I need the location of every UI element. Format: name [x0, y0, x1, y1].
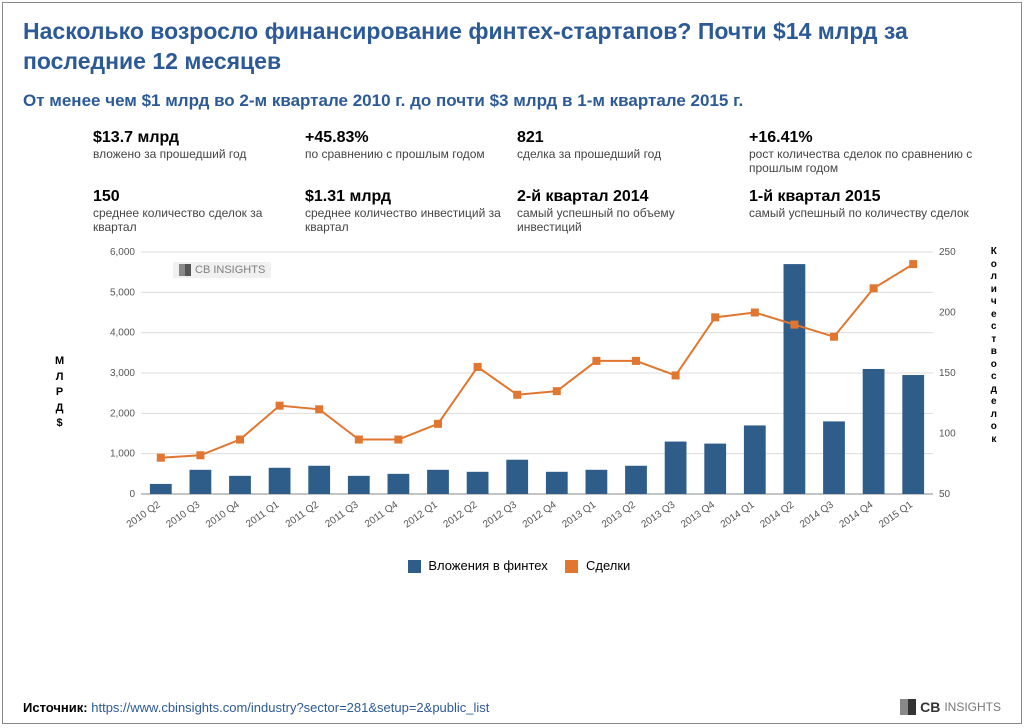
- svg-text:2013 Q3: 2013 Q3: [640, 500, 678, 531]
- stat-value: 821: [517, 129, 737, 147]
- cb-logo-main: CB: [920, 699, 940, 715]
- slide-frame: Насколько возросло финансирование финтех…: [2, 2, 1022, 724]
- stat-block: 150среднее количество сделок за квартал: [93, 188, 293, 235]
- cb-logo-sub: INSIGHTS: [944, 700, 1001, 714]
- stat-block: +45.83%по сравнению с прошлым годом: [305, 129, 505, 176]
- source-label: Источник:: [23, 700, 88, 715]
- stat-value: 2-й квартал 2014: [517, 188, 737, 206]
- svg-text:2015 Q1: 2015 Q1: [877, 500, 915, 531]
- y-left-axis-label: МЛРД $: [55, 354, 66, 431]
- svg-text:2014 Q4: 2014 Q4: [838, 500, 876, 531]
- stat-caption: среднее количество сделок за квартал: [93, 206, 293, 235]
- cb-logo: CB INSIGHTS: [900, 699, 1001, 715]
- source-link[interactable]: https://www.cbinsights.com/industry?sect…: [91, 700, 489, 715]
- svg-text:50: 50: [939, 489, 951, 500]
- svg-text:5,000: 5,000: [110, 288, 135, 299]
- stat-caption: самый успешный по количеству сделок: [749, 206, 989, 220]
- stat-caption: вложено за прошедший год: [93, 147, 293, 161]
- stat-block: 2-й квартал 2014самый успешный по объему…: [517, 188, 737, 235]
- stat-value: +16.41%: [749, 129, 989, 147]
- svg-text:2010 Q3: 2010 Q3: [164, 500, 202, 531]
- svg-text:200: 200: [939, 308, 956, 319]
- stat-value: $13.7 млрд: [93, 129, 293, 147]
- combo-chart: 0 1,000 2,000 3,000 4,000 5,000 6,000 50 100 150 2…: [93, 244, 973, 544]
- stat-block: 1-й квартал 2015самый успешный по количе…: [749, 188, 989, 235]
- y-right-axis-label: Количество сделок: [991, 246, 997, 446]
- legend-bar-label: Вложения в финтех: [428, 558, 547, 573]
- svg-text:2,000: 2,000: [110, 409, 135, 420]
- svg-text:2012 Q3: 2012 Q3: [481, 500, 519, 531]
- legend-line-swatch: [565, 560, 578, 573]
- stat-value: 1-й квартал 2015: [749, 188, 989, 206]
- cb-logo-icon: [900, 699, 916, 715]
- svg-text:2012 Q4: 2012 Q4: [521, 500, 559, 531]
- svg-text:2011 Q1: 2011 Q1: [244, 500, 281, 531]
- svg-text:2011 Q4: 2011 Q4: [363, 500, 400, 531]
- svg-text:4,000: 4,000: [110, 328, 135, 339]
- svg-text:150: 150: [939, 368, 956, 379]
- svg-text:2014 Q1: 2014 Q1: [719, 500, 757, 531]
- svg-text:250: 250: [939, 247, 956, 258]
- svg-text:2011 Q3: 2011 Q3: [323, 500, 360, 531]
- main-title: Насколько возросло финансирование финтех…: [23, 17, 1001, 77]
- legend-line-label: Сделки: [586, 558, 630, 573]
- svg-text:2014 Q2: 2014 Q2: [758, 500, 796, 531]
- svg-text:2014 Q3: 2014 Q3: [798, 500, 836, 531]
- svg-text:2010 Q4: 2010 Q4: [204, 500, 242, 531]
- svg-text:2012 Q1: 2012 Q1: [402, 500, 440, 531]
- svg-text:3,000: 3,000: [110, 368, 135, 379]
- svg-text:2013 Q2: 2013 Q2: [600, 500, 638, 531]
- footer: Источник: https://www.cbinsights.com/ind…: [23, 699, 1001, 715]
- svg-text:100: 100: [939, 429, 956, 440]
- stat-block: +16.41%рост количества сделок по сравнен…: [749, 129, 989, 176]
- stat-value: $1.31 млрд: [305, 188, 505, 206]
- svg-text:2013 Q4: 2013 Q4: [679, 500, 717, 531]
- stat-block: 821сделка за прошедший год: [517, 129, 737, 176]
- svg-text:2011 Q2: 2011 Q2: [284, 500, 321, 531]
- stat-value: 150: [93, 188, 293, 206]
- svg-text:1,000: 1,000: [110, 449, 135, 460]
- stat-caption: самый успешный по объему инвестиций: [517, 206, 737, 235]
- svg-text:6,000: 6,000: [110, 247, 135, 258]
- stat-value: +45.83%: [305, 129, 505, 147]
- stat-caption: по сравнению с прошлым годом: [305, 147, 505, 161]
- stat-caption: среднее количество инвестиций за квартал: [305, 206, 505, 235]
- stat-block: $13.7 млрдвложено за прошедший год: [93, 129, 293, 176]
- svg-text:0: 0: [129, 489, 135, 500]
- stat-caption: сделка за прошедший год: [517, 147, 737, 161]
- source-block: Источник: https://www.cbinsights.com/ind…: [23, 700, 489, 715]
- subtitle: От менее чем $1 млрд во 2-м квартале 201…: [23, 91, 1001, 111]
- chart-container: МЛРД $ Количество сделок CB INSIGHTS 01,…: [23, 244, 1001, 554]
- stat-caption: рост количества сделок по сравнению с пр…: [749, 147, 989, 176]
- stats-grid: $13.7 млрдвложено за прошедший год +45.83…: [93, 129, 1001, 235]
- stat-block: $1.31 млрдсреднее количество инвестиций …: [305, 188, 505, 235]
- chart-legend: Вложения в финтех Сделки: [23, 558, 1001, 573]
- svg-text:2010 Q2: 2010 Q2: [125, 500, 163, 531]
- svg-text:2013 Q1: 2013 Q1: [560, 500, 598, 531]
- legend-bar-swatch: [408, 560, 421, 573]
- svg-text:2012 Q2: 2012 Q2: [442, 500, 480, 531]
